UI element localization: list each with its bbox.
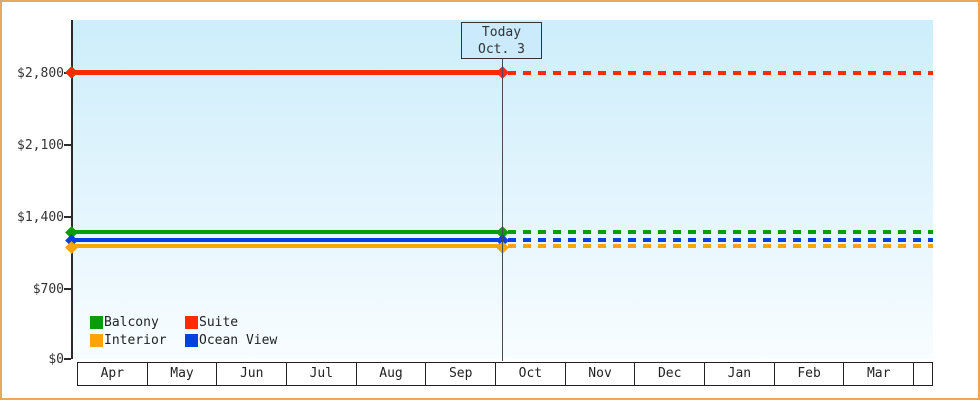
suite-legend-swatch-icon xyxy=(185,315,198,329)
month-cell-jan: Jan xyxy=(705,363,775,385)
series-line-interior-solid xyxy=(73,244,502,248)
month-cell-sep: Sep xyxy=(426,363,497,385)
y-axis-tick xyxy=(64,216,71,218)
y-tick-label: $1,400 xyxy=(17,210,64,225)
series-line-oceanview-projection xyxy=(508,238,933,242)
series-line-suite-solid xyxy=(73,70,502,75)
legend-item-interior: Interior xyxy=(90,332,167,348)
series-line-suite-projection xyxy=(508,71,933,75)
today-annotation-box: Today Oct. 3 xyxy=(461,22,542,59)
month-cell-oct: Oct xyxy=(496,363,566,385)
y-tick-label: $2,800 xyxy=(17,66,64,81)
month-cell-dec: Dec xyxy=(635,363,706,385)
series-line-oceanview-solid xyxy=(73,238,502,242)
legend-label: Interior xyxy=(104,332,167,348)
legend-item-oceanview: Ocean View xyxy=(185,332,278,348)
legend-label: Suite xyxy=(199,314,239,330)
month-cell-jun: Jun xyxy=(217,363,288,385)
legend-item-balcony: Balcony xyxy=(90,314,159,330)
y-axis-tick xyxy=(64,288,71,290)
today-annotation-line1: Today xyxy=(481,25,522,40)
legend-label: Balcony xyxy=(104,314,159,330)
month-cell-may: May xyxy=(148,363,218,385)
month-cell-aug: Aug xyxy=(357,363,427,385)
y-axis-tick xyxy=(64,358,71,360)
month-cell-spacer xyxy=(914,363,932,385)
series-line-balcony-projection xyxy=(508,230,933,234)
balcony-legend-swatch-icon xyxy=(90,315,103,329)
month-cell-mar: Mar xyxy=(844,363,915,385)
series-marker-suite-start xyxy=(65,66,78,79)
y-tick-label: $2,100 xyxy=(17,138,64,153)
today-line xyxy=(502,59,503,361)
month-cell-feb: Feb xyxy=(775,363,845,385)
legend-label: Ocean View xyxy=(199,332,278,348)
month-cell-jul: Jul xyxy=(287,363,357,385)
y-axis-tick xyxy=(64,144,71,146)
month-cell-nov: Nov xyxy=(566,363,636,385)
legend-item-suite: Suite xyxy=(185,314,239,330)
interior-legend-swatch-icon xyxy=(90,333,103,347)
oceanview-legend-swatch-icon xyxy=(185,333,198,347)
month-strip: Apr May Jun Jul Aug Sep Oct Nov Dec Jan … xyxy=(77,362,933,386)
y-tick-label: $700 xyxy=(32,282,64,297)
series-line-balcony-solid xyxy=(73,230,502,234)
series-line-interior-projection xyxy=(508,244,933,248)
month-cell-apr: Apr xyxy=(78,363,148,385)
today-annotation-line2: Oct. 3 xyxy=(478,42,525,57)
y-tick-label: $0 xyxy=(48,352,64,367)
